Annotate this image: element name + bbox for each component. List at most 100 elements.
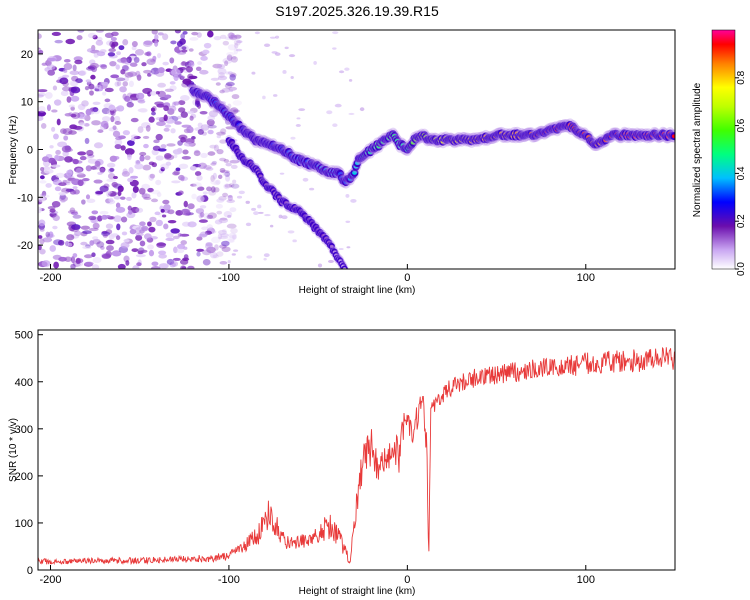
noise-speckle bbox=[164, 152, 172, 159]
noise-speckle bbox=[101, 214, 108, 220]
noise-speckle bbox=[205, 167, 214, 171]
colorbar-gradient bbox=[712, 30, 735, 269]
noise-speckle bbox=[89, 240, 95, 246]
noise-speckle bbox=[88, 83, 95, 90]
noise-speckle bbox=[62, 179, 67, 183]
x-tick-label: 0 bbox=[404, 272, 410, 284]
noise-speckle bbox=[111, 41, 119, 47]
noise-speckle bbox=[232, 100, 243, 106]
y-tick-label: -20 bbox=[17, 240, 33, 252]
noise-speckle bbox=[176, 248, 185, 254]
noise-speckle bbox=[171, 260, 179, 267]
noise-speckle bbox=[73, 56, 83, 62]
colorbar-frame bbox=[711, 29, 736, 270]
noise-speckle bbox=[67, 210, 78, 214]
y-tick-label: 200 bbox=[15, 471, 33, 483]
colorbar-tick-label: 0.6 bbox=[736, 118, 747, 132]
noise-speckle bbox=[70, 256, 76, 263]
noise-speckle bbox=[216, 148, 224, 155]
noise-speckle bbox=[198, 162, 207, 169]
noise-speckle bbox=[173, 101, 180, 106]
noise-speckle bbox=[81, 199, 86, 205]
noise-speckle bbox=[41, 62, 47, 66]
noise-speckle bbox=[70, 211, 79, 216]
noise-speckle bbox=[189, 37, 199, 41]
noise-speckle bbox=[216, 198, 225, 203]
noise-speckle bbox=[121, 231, 128, 236]
noise-speckle bbox=[214, 219, 223, 225]
noise-speckle bbox=[183, 142, 194, 147]
noise-speckle bbox=[45, 231, 50, 238]
noise-speckle bbox=[109, 109, 115, 115]
noise-speckle bbox=[85, 108, 92, 116]
noise-speckle bbox=[149, 173, 156, 179]
noise-speckle bbox=[180, 240, 187, 246]
noise-speckle bbox=[210, 179, 219, 185]
noise-speckle bbox=[232, 109, 240, 113]
noise-speckle bbox=[216, 251, 224, 257]
noise-speckle bbox=[148, 249, 155, 257]
noise-speckle bbox=[264, 214, 271, 217]
noise-speckle bbox=[47, 205, 56, 210]
noise-speckle bbox=[225, 162, 232, 167]
noise-speckle bbox=[68, 104, 76, 108]
noise-speckle bbox=[64, 113, 73, 117]
noise-speckle bbox=[345, 194, 350, 198]
noise-speckle bbox=[152, 55, 157, 62]
noise-speckle bbox=[218, 174, 223, 180]
noise-speckle bbox=[39, 175, 45, 180]
noise-speckle bbox=[257, 204, 262, 209]
noise-speckle bbox=[46, 64, 56, 70]
noise-speckle bbox=[162, 61, 169, 66]
noise-speckle bbox=[133, 56, 140, 64]
noise-speckle bbox=[222, 40, 230, 46]
branch-track-core bbox=[277, 195, 281, 199]
noise-speckle bbox=[164, 88, 174, 93]
noise-speckle bbox=[54, 186, 62, 192]
noise-speckle bbox=[206, 119, 215, 127]
noise-speckle bbox=[81, 100, 89, 107]
noise-speckle bbox=[345, 220, 351, 224]
noise-speckle bbox=[227, 195, 233, 198]
noise-speckle bbox=[169, 81, 176, 85]
noise-speckle bbox=[116, 223, 121, 231]
noise-speckle bbox=[141, 62, 147, 67]
noise-speckle bbox=[122, 168, 128, 175]
noise-speckle bbox=[224, 36, 234, 40]
noise-speckle bbox=[114, 139, 123, 146]
noise-speckle bbox=[38, 206, 42, 214]
noise-speckle bbox=[132, 186, 139, 193]
noise-speckle bbox=[174, 121, 182, 125]
noise-speckle bbox=[180, 111, 188, 118]
noise-speckle bbox=[141, 122, 151, 129]
noise-speckle bbox=[144, 155, 151, 161]
noise-speckle bbox=[231, 253, 236, 256]
snr-x-axis-label: Height of straight line (km) bbox=[299, 586, 416, 597]
noise-speckle bbox=[229, 207, 237, 213]
noise-speckle bbox=[115, 202, 121, 209]
noise-speckle bbox=[67, 242, 73, 247]
noise-speckle bbox=[136, 74, 142, 81]
noise-speckle bbox=[101, 253, 112, 259]
noise-speckle bbox=[120, 242, 130, 249]
noise-speckle bbox=[346, 246, 351, 249]
noise-speckle bbox=[292, 239, 297, 243]
noise-speckle bbox=[100, 120, 109, 128]
noise-speckle bbox=[82, 245, 92, 250]
noise-speckle bbox=[149, 216, 157, 223]
noise-speckle bbox=[68, 130, 77, 135]
noise-speckle bbox=[155, 69, 165, 77]
noise-speckle bbox=[199, 231, 208, 238]
noise-speckle bbox=[74, 166, 84, 173]
noise-speckle bbox=[207, 124, 217, 129]
noise-speckle bbox=[200, 124, 210, 131]
noise-speckle bbox=[135, 232, 144, 237]
noise-speckle bbox=[160, 208, 165, 213]
noise-speckle bbox=[131, 41, 138, 48]
noise-speckle bbox=[151, 261, 159, 266]
noise-speckle bbox=[79, 155, 87, 161]
noise-speckle bbox=[298, 108, 306, 112]
spectrogram-x-ticks: -200 -100 0 100 bbox=[39, 264, 595, 284]
noise-speckle bbox=[223, 184, 229, 189]
noise-speckle bbox=[215, 179, 221, 185]
